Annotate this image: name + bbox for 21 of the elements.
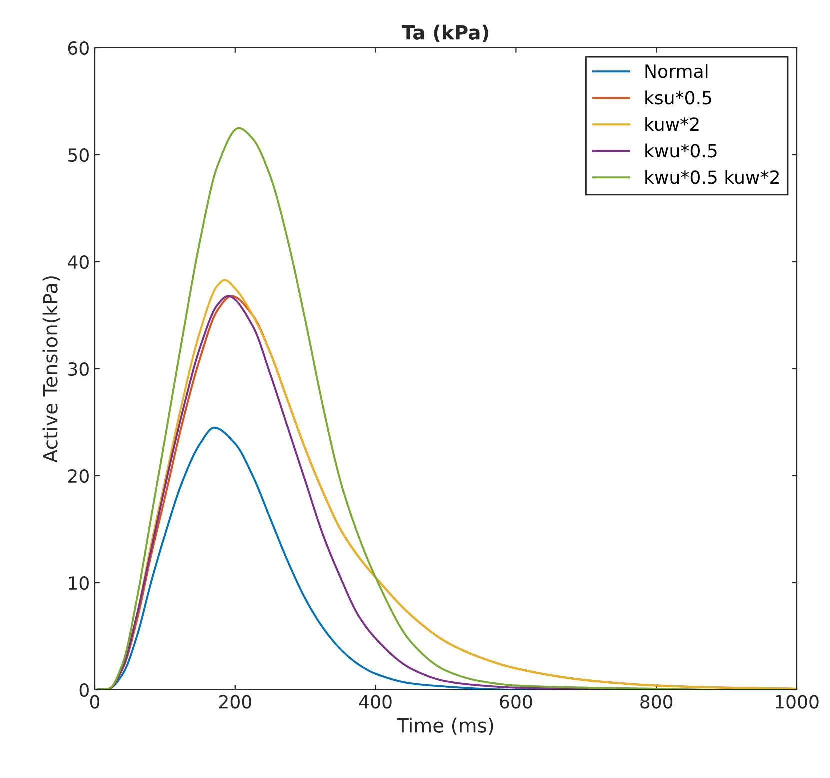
legend-label: kuw*2	[646, 117, 699, 132]
chart-title: Ta (kPa)	[402, 24, 488, 42]
legend-label: kwu*0.5 kuw*2	[646, 170, 779, 184]
y-tick-label: 20	[68, 469, 89, 484]
x-tick-label: 0	[90, 695, 100, 709]
y-tick-label: 50	[68, 148, 89, 162]
y-tick-label: 30	[68, 362, 89, 376]
x-tick-label: 600	[500, 695, 532, 709]
legend-label: kwu*0.5	[646, 144, 717, 158]
legend-label: Normal	[646, 64, 708, 78]
x-tick-label: 800	[640, 695, 673, 709]
legend-label: ksu*0.5	[646, 90, 712, 105]
y-axis-title: Active Tension(kPa)	[42, 276, 60, 463]
x-tick-label: 400	[359, 695, 392, 709]
y-tick-label: 60	[68, 41, 89, 56]
y-tick-label: 40	[68, 255, 89, 270]
y-tick-label: 10	[69, 576, 89, 590]
x-tick-label: 200	[219, 695, 252, 709]
x-axis-title: Time (ms)	[396, 718, 494, 736]
x-tick-label: 1000	[776, 695, 819, 709]
y-tick-label: 0	[80, 683, 89, 698]
